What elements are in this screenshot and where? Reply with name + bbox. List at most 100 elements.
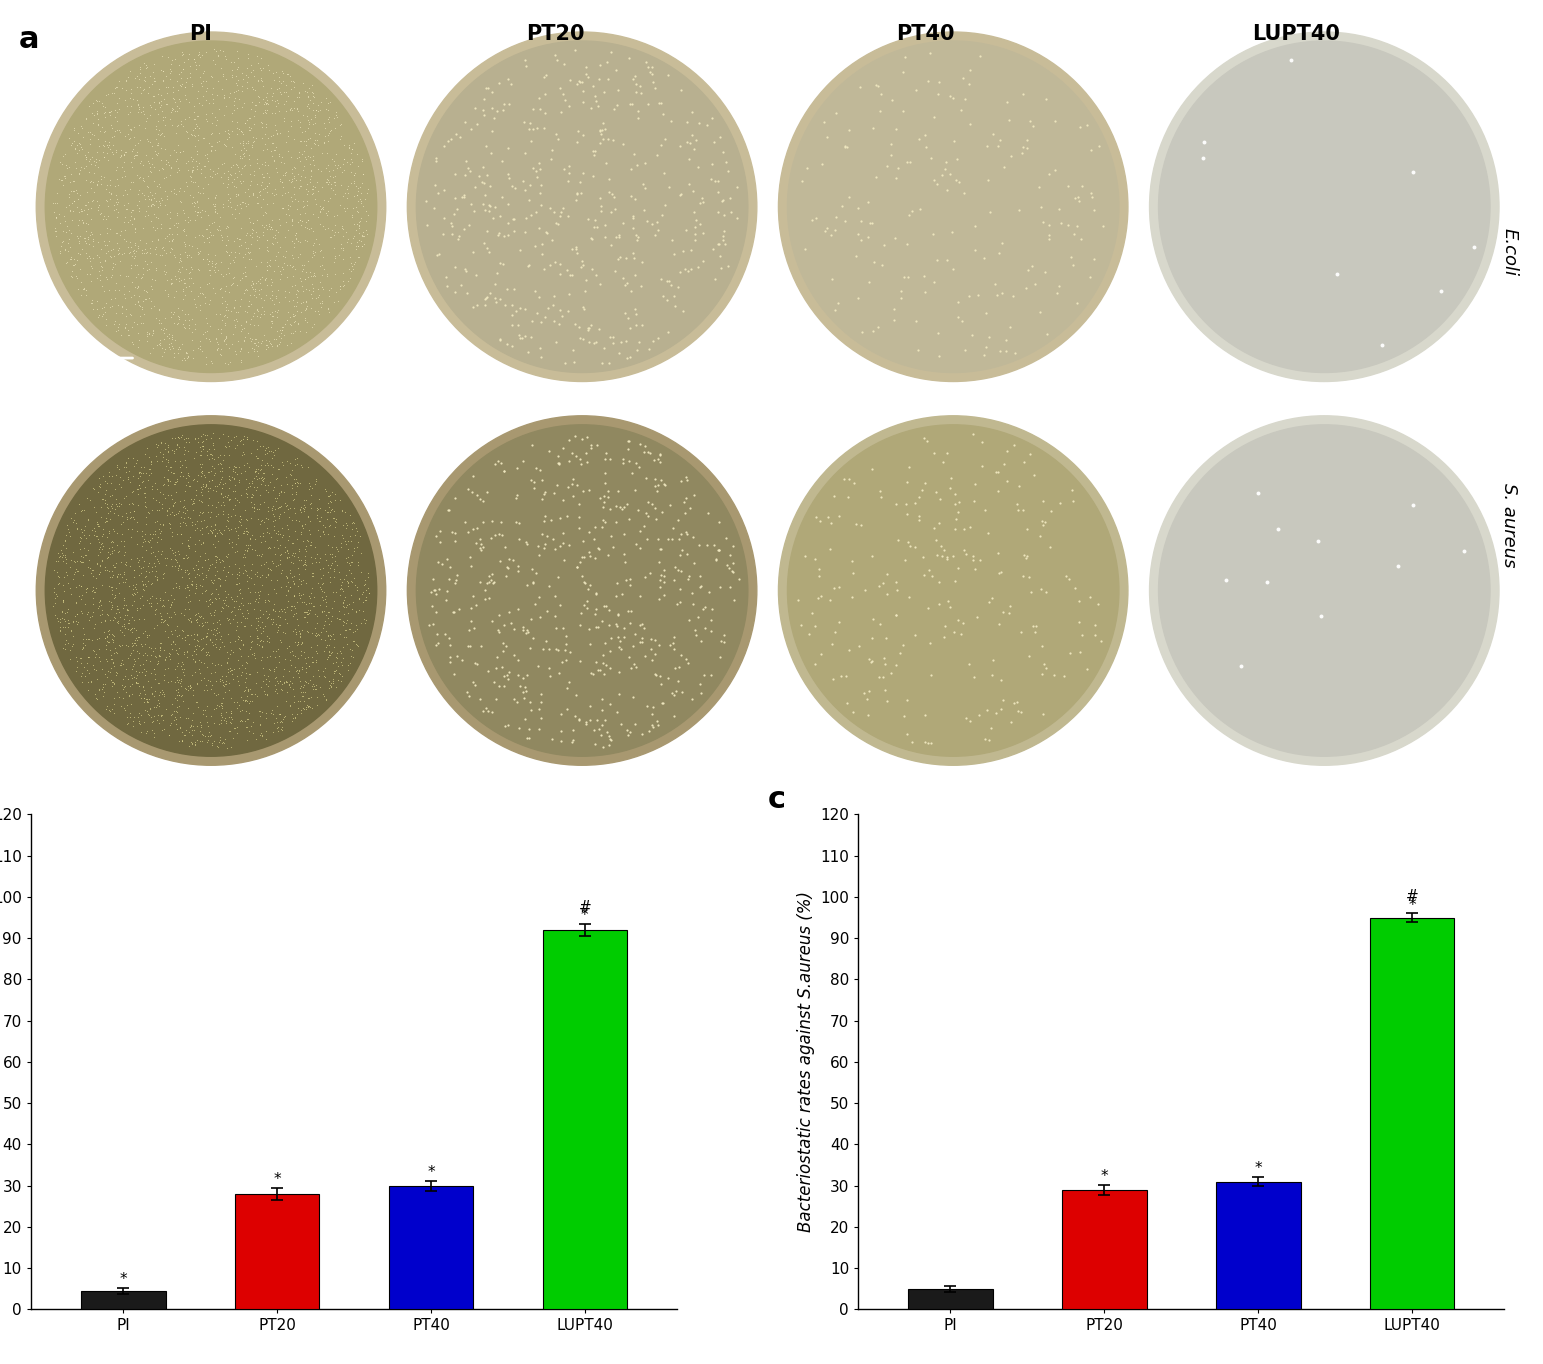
Point: [224, 154, 248, 176]
Point: [125, 551, 150, 573]
Point: [282, 232, 307, 254]
Point: [239, 329, 264, 351]
Point: [42, 595, 66, 617]
Point: [167, 577, 191, 599]
Point: [589, 120, 614, 142]
Point: [239, 636, 264, 657]
Point: [606, 79, 631, 101]
Point: [296, 687, 321, 709]
Point: [270, 708, 295, 730]
Point: [687, 155, 711, 177]
Point: [74, 241, 99, 263]
Point: [122, 145, 147, 166]
Point: [187, 117, 211, 139]
Point: [267, 606, 292, 627]
Point: [97, 632, 122, 653]
Point: [725, 207, 750, 229]
Point: [125, 237, 150, 259]
Point: [91, 121, 116, 143]
Point: [93, 250, 117, 271]
Point: [159, 301, 184, 323]
Point: [210, 473, 235, 495]
Point: [441, 663, 466, 685]
Point: [836, 119, 861, 140]
Point: [494, 664, 518, 686]
Point: [182, 492, 207, 514]
Point: [264, 678, 289, 700]
Point: [230, 445, 255, 466]
Point: [65, 188, 89, 210]
Point: [188, 476, 213, 498]
Point: [281, 236, 306, 258]
Point: [352, 225, 376, 247]
Point: [199, 139, 224, 161]
Point: [225, 528, 250, 550]
Point: [554, 633, 579, 655]
Point: [648, 451, 673, 473]
Point: [198, 165, 222, 187]
Point: [173, 724, 198, 746]
Point: [458, 597, 483, 619]
Point: [944, 509, 969, 531]
Point: [139, 251, 164, 273]
Point: [159, 548, 184, 570]
Point: [239, 337, 264, 359]
Point: [165, 338, 190, 360]
Point: [322, 263, 347, 285]
Point: [111, 510, 136, 532]
Point: [645, 145, 670, 166]
Point: [514, 622, 539, 644]
Point: [568, 181, 593, 203]
Point: [96, 195, 120, 217]
Point: [96, 240, 120, 262]
Point: [224, 573, 248, 595]
Point: [262, 139, 287, 161]
Point: [494, 565, 518, 587]
Point: [176, 160, 201, 181]
Point: [216, 484, 241, 506]
Point: [85, 90, 110, 112]
Point: [136, 469, 160, 491]
Point: [827, 505, 852, 527]
Point: [193, 580, 218, 602]
Point: [143, 236, 168, 258]
Point: [130, 722, 154, 743]
Point: [148, 528, 173, 550]
Point: [548, 205, 572, 226]
Point: [546, 128, 571, 150]
Point: [76, 627, 100, 649]
Point: [168, 338, 193, 360]
Point: [588, 187, 613, 209]
Point: [244, 221, 268, 243]
Point: [424, 244, 449, 266]
Point: [238, 491, 262, 513]
Point: [292, 602, 316, 623]
Point: [255, 334, 279, 356]
Point: [299, 286, 324, 308]
Point: [66, 561, 91, 582]
Point: [267, 67, 292, 89]
Point: [94, 292, 119, 314]
Point: [250, 630, 275, 652]
Point: [241, 496, 265, 518]
Point: [461, 671, 486, 693]
Point: [647, 570, 671, 592]
Point: [94, 314, 119, 336]
Point: [51, 589, 76, 611]
Point: [62, 509, 86, 531]
Point: [444, 569, 469, 591]
Point: [199, 443, 224, 465]
Point: [171, 267, 196, 289]
Point: [343, 621, 367, 642]
Point: [201, 572, 225, 593]
Point: [275, 203, 299, 225]
Point: [233, 261, 258, 282]
Circle shape: [45, 424, 376, 756]
Point: [241, 301, 265, 323]
Point: [261, 70, 285, 91]
Point: [198, 487, 222, 509]
Text: #: #: [1406, 889, 1418, 904]
Point: [93, 611, 117, 633]
Point: [247, 498, 272, 520]
Point: [648, 91, 673, 113]
